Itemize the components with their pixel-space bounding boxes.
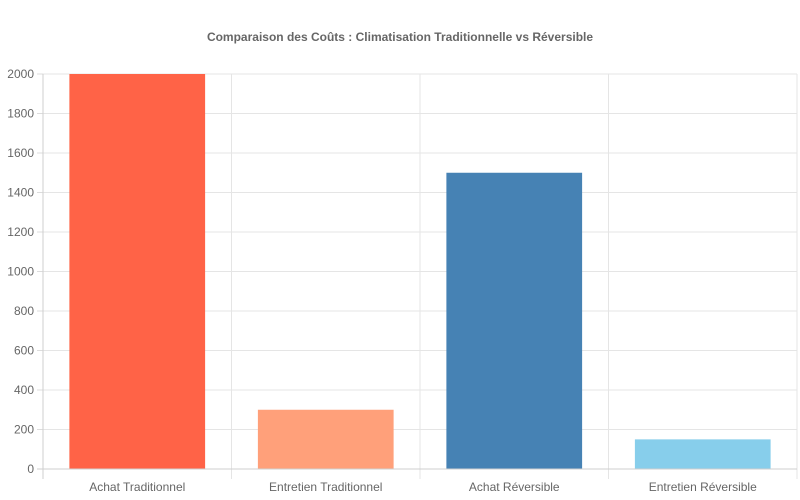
bar-3 <box>446 172 583 469</box>
y-tick-label: 0 <box>27 462 34 476</box>
chart-title: Comparaison des Coûts : Climatisation Tr… <box>207 30 593 44</box>
axes <box>37 74 797 479</box>
y-tick-label: 400 <box>14 383 34 397</box>
y-tick-label: 1600 <box>7 146 34 160</box>
bars <box>69 74 771 469</box>
x-tick-label: Achat Traditionnel <box>89 480 185 494</box>
y-tick-label: 200 <box>14 423 34 437</box>
y-tick-label: 800 <box>14 304 34 318</box>
y-tick-label: 1400 <box>7 186 34 200</box>
y-tick-label: 600 <box>14 344 34 358</box>
x-tick-label: Entretien Réversible <box>649 480 757 494</box>
bar-4 <box>634 439 771 469</box>
y-tick-label: 1800 <box>7 107 34 121</box>
y-tick-label: 2000 <box>7 67 34 81</box>
tick-labels: 0 200 400 600 800 1000 1200 1400 1600 1800 2000 Ach… <box>7 67 757 494</box>
bar-2 <box>257 409 394 469</box>
y-tick-label: 1200 <box>7 225 34 239</box>
x-tick-label: Achat Réversible <box>469 480 560 494</box>
x-tick-label: Entretien Traditionnel <box>269 480 382 494</box>
bar-1 <box>69 74 206 469</box>
y-tick-label: 1000 <box>7 265 34 279</box>
